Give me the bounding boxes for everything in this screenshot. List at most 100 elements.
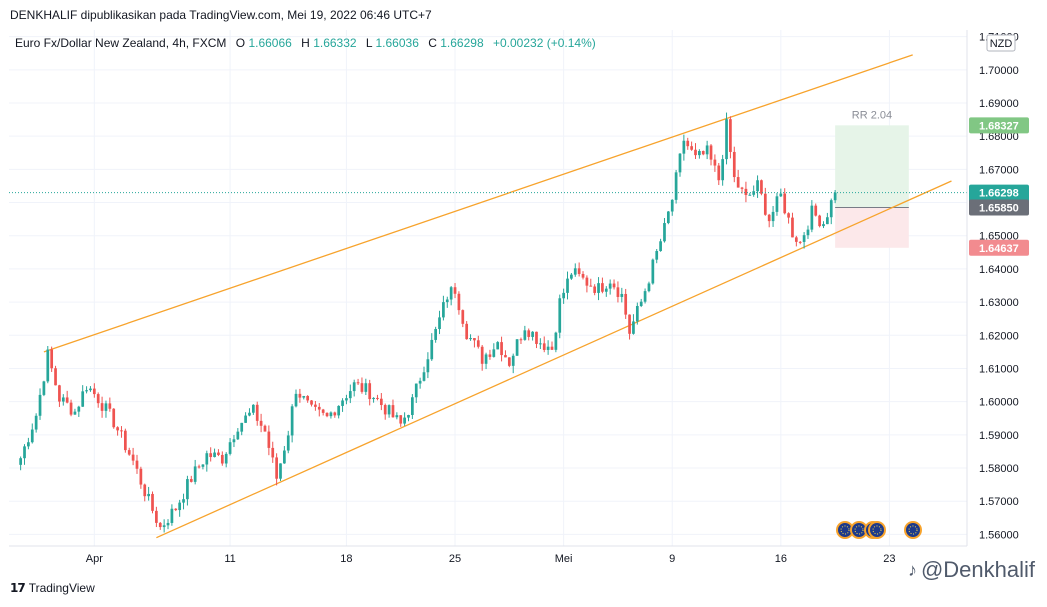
eu-flag-icon[interactable] bbox=[850, 521, 868, 539]
candle[interactable] bbox=[178, 499, 182, 517]
candle[interactable] bbox=[182, 493, 185, 510]
candle[interactable] bbox=[593, 284, 597, 296]
candle[interactable] bbox=[732, 146, 736, 183]
candle[interactable] bbox=[442, 295, 445, 321]
candle[interactable] bbox=[46, 345, 50, 384]
candle[interactable] bbox=[352, 379, 356, 397]
candle[interactable] bbox=[752, 185, 756, 197]
candle[interactable] bbox=[434, 326, 437, 343]
candle[interactable] bbox=[519, 337, 523, 345]
candle[interactable] bbox=[643, 288, 647, 304]
candle[interactable] bbox=[507, 357, 511, 368]
candle[interactable] bbox=[147, 486, 150, 501]
candle[interactable] bbox=[682, 134, 686, 161]
candle[interactable] bbox=[418, 377, 422, 389]
candle[interactable] bbox=[659, 238, 662, 252]
candle[interactable] bbox=[721, 154, 725, 186]
candle[interactable] bbox=[554, 331, 558, 353]
candle[interactable] bbox=[802, 232, 806, 249]
candle[interactable] bbox=[511, 353, 515, 374]
candle[interactable] bbox=[670, 199, 674, 216]
candle[interactable] bbox=[504, 350, 507, 358]
candle[interactable] bbox=[333, 411, 337, 418]
candle[interactable] bbox=[61, 394, 65, 406]
candle[interactable] bbox=[787, 212, 790, 224]
candle[interactable] bbox=[523, 325, 527, 341]
candle[interactable] bbox=[531, 331, 534, 341]
candle[interactable] bbox=[620, 287, 624, 303]
candle[interactable] bbox=[294, 389, 298, 408]
candle[interactable] bbox=[217, 449, 220, 457]
candle[interactable] bbox=[54, 365, 57, 386]
candle[interactable] bbox=[251, 404, 255, 415]
candle[interactable] bbox=[100, 396, 104, 418]
candle[interactable] bbox=[139, 466, 143, 489]
candle[interactable] bbox=[566, 271, 569, 300]
candle[interactable] bbox=[488, 349, 492, 360]
currency-badge[interactable]: NZD bbox=[986, 34, 1016, 52]
candle[interactable] bbox=[484, 352, 488, 370]
candle[interactable] bbox=[810, 200, 814, 233]
candle[interactable] bbox=[407, 414, 410, 422]
candle[interactable] bbox=[694, 143, 697, 160]
candle[interactable] bbox=[756, 175, 759, 198]
candle[interactable] bbox=[38, 388, 42, 420]
candle[interactable] bbox=[577, 262, 581, 277]
candle[interactable] bbox=[379, 393, 383, 411]
candle[interactable] bbox=[674, 169, 678, 204]
candle[interactable] bbox=[445, 296, 449, 308]
candle[interactable] bbox=[496, 341, 500, 350]
candle[interactable] bbox=[663, 218, 666, 243]
candle[interactable] bbox=[170, 504, 174, 526]
candle[interactable] bbox=[639, 298, 643, 308]
candle[interactable] bbox=[50, 346, 54, 372]
candle[interactable] bbox=[411, 394, 414, 420]
candle[interactable] bbox=[736, 169, 740, 188]
candle[interactable] bbox=[601, 277, 604, 294]
candle[interactable] bbox=[430, 333, 434, 361]
candle[interactable] bbox=[655, 249, 659, 264]
candle[interactable] bbox=[42, 380, 46, 397]
candle[interactable] bbox=[104, 400, 108, 418]
candle[interactable] bbox=[725, 112, 728, 165]
candle[interactable] bbox=[465, 321, 469, 340]
candle[interactable] bbox=[399, 415, 403, 427]
candle[interactable] bbox=[581, 271, 585, 280]
candle[interactable] bbox=[205, 450, 209, 472]
candle[interactable] bbox=[232, 435, 236, 448]
candle[interactable] bbox=[162, 519, 166, 533]
candle[interactable] bbox=[461, 309, 465, 328]
candle[interactable] bbox=[279, 463, 282, 481]
candle[interactable] bbox=[151, 491, 154, 514]
candle[interactable] bbox=[449, 285, 453, 306]
candle[interactable] bbox=[228, 438, 232, 456]
candle[interactable] bbox=[550, 341, 554, 350]
candle[interactable] bbox=[155, 506, 158, 528]
candle[interactable] bbox=[283, 446, 286, 464]
candle[interactable] bbox=[729, 116, 732, 159]
candle[interactable] bbox=[364, 378, 368, 396]
candle[interactable] bbox=[23, 444, 26, 465]
candle[interactable] bbox=[546, 340, 550, 355]
candle[interactable] bbox=[34, 413, 38, 433]
candle[interactable] bbox=[771, 205, 775, 227]
candle[interactable] bbox=[209, 447, 213, 462]
candle[interactable] bbox=[539, 338, 542, 350]
candle[interactable] bbox=[131, 447, 135, 466]
candle[interactable] bbox=[573, 263, 577, 277]
candle[interactable] bbox=[186, 475, 189, 506]
candle[interactable] bbox=[535, 331, 538, 349]
candle[interactable] bbox=[193, 459, 197, 485]
candle[interactable] bbox=[197, 464, 201, 469]
candle[interactable] bbox=[302, 395, 306, 400]
candle[interactable] bbox=[348, 384, 352, 404]
candle[interactable] bbox=[589, 278, 593, 287]
candle[interactable] bbox=[798, 240, 802, 245]
candle[interactable] bbox=[240, 422, 244, 436]
candle[interactable] bbox=[414, 383, 418, 404]
eu-flag-icon[interactable] bbox=[868, 521, 886, 539]
candle[interactable] bbox=[201, 464, 205, 470]
candle[interactable] bbox=[612, 279, 616, 290]
candle[interactable] bbox=[92, 383, 96, 398]
candle[interactable] bbox=[224, 452, 228, 468]
